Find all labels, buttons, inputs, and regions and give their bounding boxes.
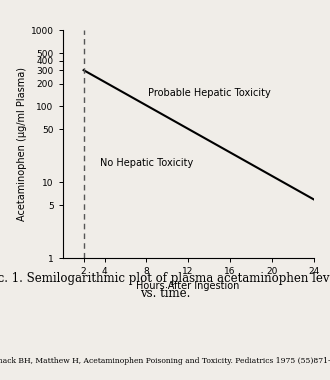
X-axis label: Hours After Ingestion: Hours After Ingestion [136, 280, 240, 291]
Text: Fᴇᴄ. 1. Semilogarithmic plot of plasma acetaminophen levels
vs. time.: Fᴇᴄ. 1. Semilogarithmic plot of plasma a… [0, 272, 330, 300]
Text: Rumack BH, Matthew H, Acetaminophen Poisoning and Toxicity. Pediatrics 1975 (55): Rumack BH, Matthew H, Acetaminophen Pois… [0, 357, 330, 365]
Text: No Hepatic Toxicity: No Hepatic Toxicity [100, 158, 193, 168]
Text: Probable Hepatic Toxicity: Probable Hepatic Toxicity [148, 88, 270, 98]
Y-axis label: Acetaminophen (µg/ml Plasma): Acetaminophen (µg/ml Plasma) [16, 67, 26, 222]
